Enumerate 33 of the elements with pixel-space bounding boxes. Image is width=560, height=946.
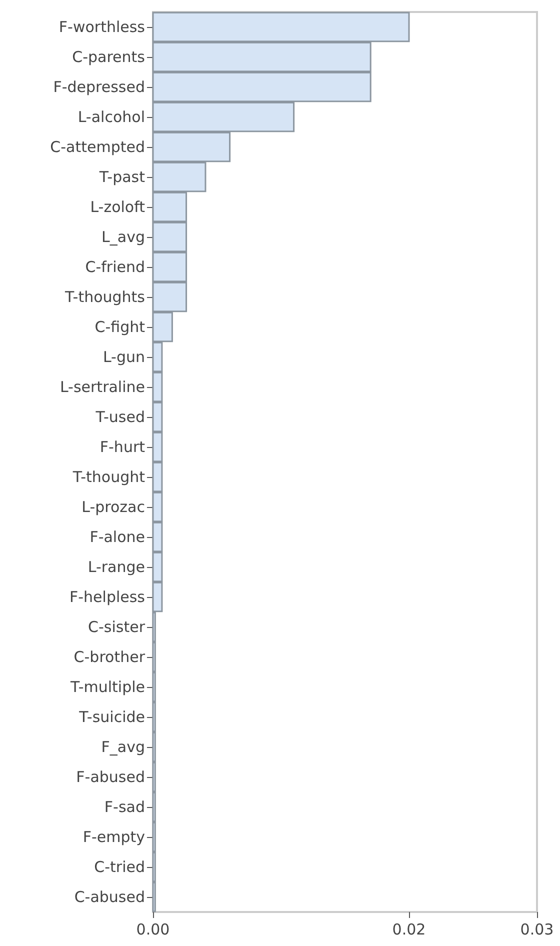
y-tick-label: F-sad [104, 798, 145, 816]
y-tick-label: C-sister [88, 618, 146, 636]
y-tick-label: L-alcohol [78, 108, 145, 126]
y-tick-label: C-attempted [50, 138, 145, 156]
y-tick-label: F-hurt [100, 438, 146, 456]
y-tick-label: C-abused [74, 888, 145, 906]
y-tick-label: F-depressed [53, 78, 145, 96]
y-tick-label: C-parents [72, 48, 146, 66]
x-tick-label: 0.02 [392, 920, 426, 938]
y-tick-label: C-fight [94, 318, 146, 336]
y-tick-label: F-alone [90, 528, 145, 546]
y-tick-label: L-prozac [82, 498, 145, 516]
y-tick-label: F-helpless [70, 588, 146, 606]
y-tick-label: L-sertraline [60, 378, 145, 396]
y-tick-label: F-worthless [58, 18, 146, 36]
y-tick-label: F-abused [76, 768, 145, 786]
y-tick-label: C-friend [85, 258, 145, 276]
y-tick-label: T-used [94, 408, 145, 426]
y-tick-label: T-multiple [70, 678, 145, 696]
y-tick-label: L-zoloft [90, 198, 146, 216]
y-tick-label: L_avg [102, 228, 145, 246]
x-tick-label: 0.03 [520, 920, 554, 938]
y-tick-label: T-thoughts [64, 288, 146, 306]
y-tick-label: F_avg [101, 738, 145, 756]
y-tick-label: L-gun [102, 348, 145, 366]
y-tick-label: T-past [98, 168, 146, 186]
y-tick-label: T-suicide [78, 708, 145, 726]
y-tick-label: F-empty [82, 828, 146, 846]
y-tick-label: T-thought [72, 468, 146, 486]
y-tick-label: C-brother [74, 648, 146, 666]
y-tick-label: L-range [88, 558, 145, 576]
y-tick-label: C-tried [94, 858, 145, 876]
x-tick-label: 0.00 [136, 920, 170, 938]
